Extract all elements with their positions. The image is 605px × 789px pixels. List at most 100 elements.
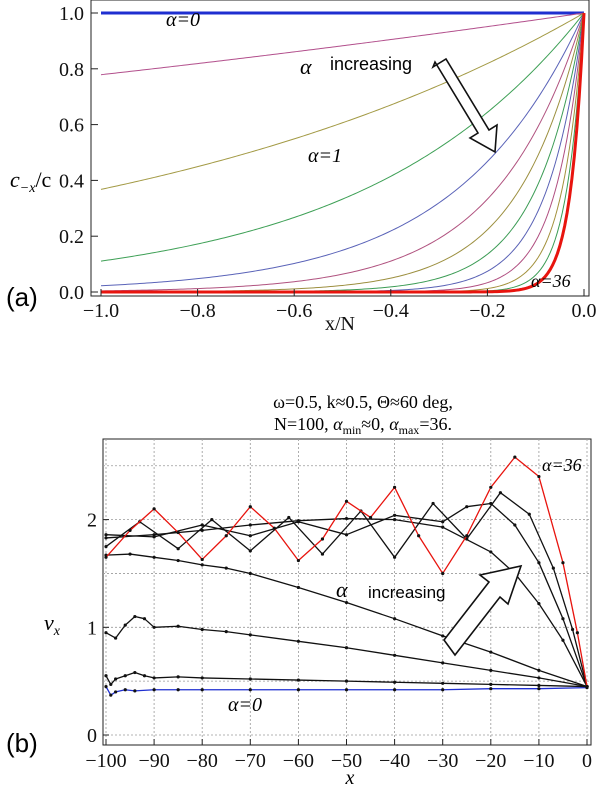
point-b-0 [176,688,180,692]
b-xtick-label: −80 [187,750,218,772]
b-xtick-label: 0 [582,750,592,772]
point-b-0 [296,688,300,692]
panel-b-xlabel: x [345,767,355,789]
point-b-7 [393,485,397,489]
b-xtick-label: −70 [235,750,266,772]
point-b-7 [272,526,276,530]
panel-a-xlabel: x/N [325,313,355,335]
panel-a-label: (a) [6,282,38,312]
point-b-7 [537,474,541,479]
point-b-3 [489,650,493,654]
point-b-4 [489,550,493,554]
point-b-4 [248,523,252,527]
b-xtick-label: −40 [379,750,410,772]
b-xtick-label: −50 [331,750,362,772]
point-b-5 [465,505,469,509]
panel-a-ticks: −1.0 −0.8 −0.6 −0.4 −0.2 0.0 0.0 0.2 0.4 0.6 0.8 1.… [59,3,597,322]
point-b-1 [248,677,252,681]
a-xtick-label: −0.6 [276,300,312,322]
point-b-0 [152,688,156,692]
curve-b-3 [105,553,588,688]
point-b-5 [344,533,349,537]
a-xtick-label: −1.0 [83,300,119,322]
panel-b-ylabel: vx [44,610,61,639]
a-ytick-label: 0.8 [59,59,84,81]
point-b-5 [248,534,252,538]
panel-a-frame [90,0,590,297]
annotation-alpha36-a: α=36 [531,271,571,291]
point-b-2 [142,617,147,621]
point-b-1 [114,677,118,681]
b-xtick-label: −30 [427,750,458,772]
panel-b-label: (b) [6,728,38,758]
point-b-6 [551,566,555,570]
point-b-1 [489,682,493,686]
curve-a-2 [100,12,585,190]
point-b-1 [133,670,137,675]
point-b-7 [128,528,132,532]
panel-a-curves [100,11,586,294]
point-b-5 [441,520,445,524]
curve-a-5 [100,12,585,292]
point-b-1 [142,674,147,678]
point-b-1 [176,675,180,679]
point-b-1 [109,682,113,686]
point-b-6 [570,627,575,632]
point-b-6 [104,544,108,549]
a-xtick-label: 0.0 [572,300,597,322]
point-b-2 [537,676,541,680]
point-b-7 [104,555,108,559]
curve-a-3 [100,12,585,262]
annotation-increasing-a: increasing [330,54,412,74]
point-b-7 [561,561,565,565]
point-b-3 [296,585,300,590]
point-b-2 [123,623,127,627]
point-b-0 [114,690,118,694]
b-ytick-label: 0 [87,725,97,747]
a-ytick-label: 1.0 [59,3,84,25]
panel-b: ω=0.5, k≈0.5, Θ≈60 deg, N=100, αmin≈0, α… [6,392,592,789]
point-b-2 [224,630,228,634]
point-b-3 [344,600,349,605]
a-xtick-label: −0.8 [179,300,215,322]
annotation-alpha36-b: α=36 [542,455,582,475]
point-b-5 [561,617,565,621]
b-xtick-label: −20 [475,750,506,772]
point-b-5 [104,533,108,537]
point-b-2 [200,627,204,632]
point-b-4 [441,525,445,529]
point-b-6 [393,555,397,559]
a-xtick-label: −0.4 [373,300,409,322]
point-b-7 [489,485,493,489]
a-ytick-label: 0.2 [59,226,84,248]
point-b-7 [465,534,469,538]
panel-b-title-line2: N=100, αmin≈0, αmax=36. [274,414,452,437]
curve-a-4 [100,12,585,287]
point-b-1 [296,678,300,682]
b-xtick-label: −90 [138,750,169,772]
point-b-4 [561,638,565,642]
point-b-0 [123,688,127,692]
point-b-0 [109,693,113,697]
point-b-3 [393,617,397,621]
annotation-increasing-b: increasing [368,583,446,602]
point-b-3 [441,634,445,638]
curve-b-7 [105,456,588,687]
point-b-1 [200,676,204,680]
point-b-6 [320,552,325,556]
point-b-5 [296,520,300,524]
point-b-1 [393,680,397,684]
panel-a-ylabel: c−x/c [10,167,52,196]
curve-a-12 [101,12,586,294]
annotation-alpha-symbol-b: α [336,577,348,602]
panel-a: −1.0 −0.8 −0.6 −0.4 −0.2 0.0 0.0 0.2 0.4 0.6 0.8 1.… [6,0,597,335]
point-b-1 [152,676,156,680]
point-b-6 [431,501,435,506]
curve-b-5 [105,502,588,687]
point-b-5 [152,535,156,539]
point-b-7 [585,684,589,689]
point-b-7 [417,534,421,538]
point-b-0 [393,688,397,692]
point-b-2 [296,639,300,643]
point-b-4 [200,528,204,532]
